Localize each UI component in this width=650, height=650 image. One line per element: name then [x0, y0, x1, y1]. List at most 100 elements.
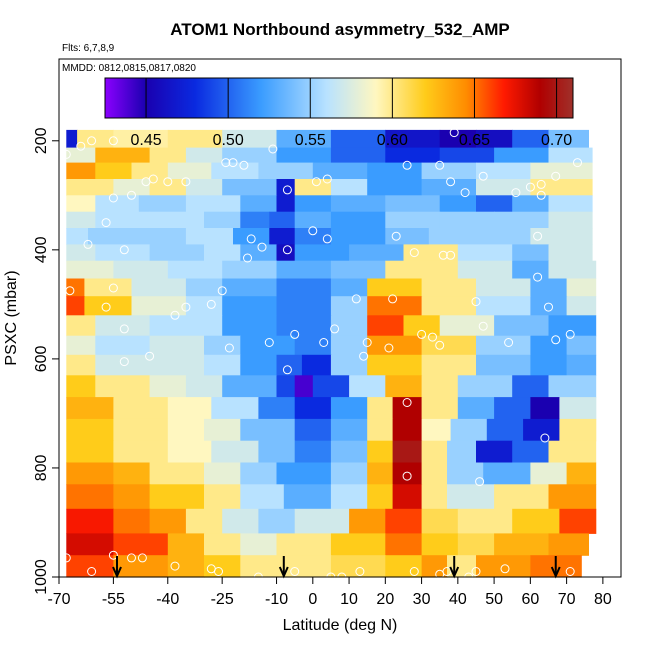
observation-point: [264, 338, 274, 347]
heatmap-cell: [66, 440, 114, 464]
x-tick-label: 20: [376, 591, 394, 608]
observation-point: [224, 343, 234, 353]
heatmap-cell: [566, 354, 597, 376]
observation-point: [330, 324, 340, 334]
heatmap-cell: [185, 278, 223, 297]
heatmap-cell: [494, 315, 550, 337]
observation-point: [76, 141, 86, 151]
heatmap-cell: [294, 195, 332, 213]
heatmap-cell: [258, 162, 314, 180]
heatmap-cell: [457, 375, 513, 398]
heatmap-cell: [131, 162, 169, 180]
y-axis-label: PSXC (mbar): [3, 270, 20, 365]
heatmap-cell: [421, 335, 477, 356]
heatmap-cell: [149, 244, 205, 262]
observation-point: [384, 343, 394, 353]
heatmap-cell: [367, 418, 394, 442]
observation-point: [460, 188, 470, 198]
x-tick-label: 50: [485, 591, 503, 608]
heatmap-cell: [167, 397, 212, 420]
observation-point: [246, 234, 256, 244]
heatmap-cell: [330, 278, 368, 297]
heatmap-cell: [457, 244, 513, 262]
arrow-head: [278, 566, 289, 579]
heatmap-cell: [294, 418, 332, 442]
heatmap-cell: [385, 129, 441, 149]
heatmap-cell: [476, 555, 531, 578]
heatmap-cell: [494, 484, 550, 510]
observation-point: [351, 294, 361, 304]
heatmap-cell: [204, 533, 241, 556]
heatmap-cell: [494, 147, 550, 164]
heatmap-cell: [66, 179, 114, 196]
heatmap-cell: [486, 418, 524, 442]
heatmap-cell: [512, 508, 560, 534]
heatmap-cell: [240, 418, 296, 442]
heatmap-cell: [330, 555, 386, 578]
heatmap-cell: [222, 315, 278, 337]
heatmap-cell: [167, 533, 205, 556]
observation-point: [243, 253, 252, 263]
heatmap-cell: [385, 533, 423, 556]
heatmap-cell: [84, 296, 133, 316]
observation-point: [170, 561, 180, 571]
x-tick-label: 60: [521, 591, 539, 608]
heatmap-cell: [149, 211, 205, 229]
heatmap-cell: [548, 484, 597, 510]
heatmap-cell: [276, 244, 296, 262]
heatmap-cell: [385, 555, 423, 578]
heatmap-cell: [211, 440, 259, 464]
heatmap-cells: [66, 129, 597, 578]
observation-point: [573, 158, 582, 168]
heatmap-cell: [349, 508, 386, 534]
heatmap-cell: [548, 260, 597, 279]
heatmap-cell: [294, 440, 332, 464]
flight-arrow: [449, 556, 460, 579]
heatmap-cell: [149, 147, 187, 164]
heatmap-cell: [204, 484, 241, 510]
observation-point: [417, 329, 427, 339]
observation-point: [217, 286, 227, 296]
heatmap-cell: [421, 440, 448, 464]
heatmap-cell: [512, 129, 550, 149]
heatmap-cell: [447, 484, 495, 510]
heatmap-cell: [113, 484, 151, 510]
heatmap-cell: [392, 397, 423, 420]
x-tick-label: -55: [102, 591, 125, 608]
x-tick-label: -70: [47, 591, 70, 608]
heatmap-cell: [330, 315, 368, 337]
heatmap-cell: [294, 335, 332, 356]
heatmap-cell: [240, 244, 278, 262]
heatmap-cell: [222, 296, 278, 316]
heatmap-cell: [222, 508, 260, 534]
observation-point: [525, 182, 535, 192]
y-tick-label: 600: [33, 345, 50, 372]
observation-point: [170, 310, 180, 320]
heatmap-cell: [185, 228, 234, 245]
observation-point: [475, 477, 485, 487]
observation-point: [446, 177, 456, 187]
observation-point: [536, 179, 546, 189]
observation-point: [290, 567, 300, 576]
heatmap-cell: [294, 211, 332, 229]
heatmap-cell: [66, 462, 114, 485]
observation-point: [181, 302, 191, 312]
heatmap-cell: [95, 315, 151, 337]
observation-points: [61, 128, 582, 582]
heatmap-cell: [240, 484, 285, 510]
heatmap-cell: [185, 296, 223, 316]
heatmap-cell: [530, 462, 568, 485]
observation-point: [359, 351, 369, 361]
heatmap-cell: [66, 296, 85, 316]
heatmap-cell: [276, 147, 332, 164]
heatmap-cell: [240, 533, 278, 556]
observation-point: [355, 567, 365, 576]
heatmap-cell: [330, 260, 386, 279]
heatmap-cell: [548, 244, 593, 262]
heatmap-cell: [330, 147, 386, 164]
heatmap-cell: [185, 147, 223, 164]
heatmap-cell: [258, 508, 296, 534]
heatmap-cell: [421, 484, 448, 510]
heatmap-cell: [88, 228, 133, 245]
